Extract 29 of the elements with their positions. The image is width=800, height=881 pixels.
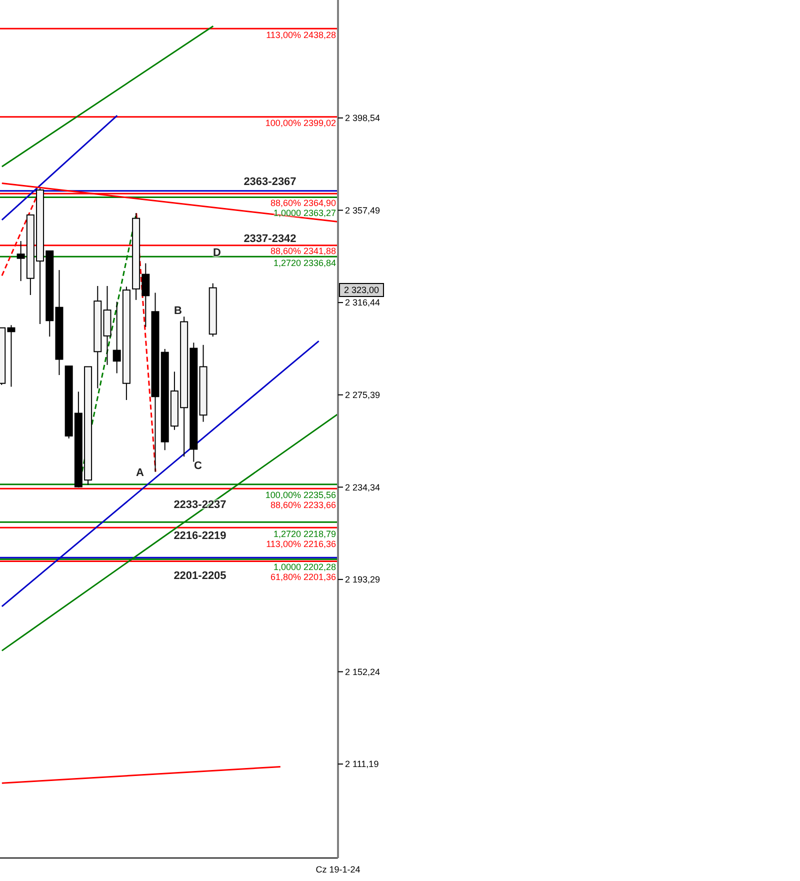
annotation: 2337-2342 bbox=[244, 233, 296, 245]
x-tick-label: Cz 19-1-24 bbox=[316, 864, 360, 874]
text: 2 323,00 bbox=[339, 283, 384, 297]
annotation: D bbox=[213, 247, 221, 259]
annotation: 2201-2205 bbox=[174, 570, 226, 582]
annotation: A bbox=[136, 467, 144, 479]
annotation: B bbox=[174, 305, 182, 317]
ref-line-label: 88,60% 2341,88 bbox=[270, 246, 336, 256]
y-tick-label: 2 234,34 bbox=[345, 482, 380, 492]
ref-line-label: 88,60% 2364,90 bbox=[270, 198, 336, 208]
y-tick-label: 2 398,54 bbox=[345, 113, 380, 124]
ref-line-label: 100,00% 2399,02 bbox=[265, 118, 336, 128]
ref-line-label: 113,00% 2216,36 bbox=[266, 538, 336, 549]
annotation: C bbox=[194, 460, 202, 472]
y-tick-label: 2 193,29 bbox=[345, 574, 380, 585]
y-tick-label: 2 111,19 bbox=[345, 759, 379, 770]
ref-line-label: 61,80% 2201,36 bbox=[270, 572, 336, 582]
annotation: 2363-2367 bbox=[244, 176, 296, 188]
y-tick-label: 2 152,24 bbox=[345, 666, 380, 677]
ref-line-label: 88,60% 2233,66 bbox=[270, 500, 336, 510]
ref-line-label: 1,2720 2218,79 bbox=[273, 528, 336, 539]
ref-line-label: 100,00% 2235,56 bbox=[265, 490, 336, 500]
y-tick-label: 2 357,49 bbox=[345, 205, 380, 216]
ref-line-label: 113,00% 2438,28 bbox=[266, 30, 336, 40]
y-tick-label: 2 316,44 bbox=[345, 298, 380, 308]
annotation: 2216-2219 bbox=[174, 530, 226, 542]
ref-line-label: 1,0000 2202,28 bbox=[273, 562, 336, 572]
ref-line-label: 1,2720 2336,84 bbox=[273, 258, 336, 268]
y-tick-label: 2 275,39 bbox=[345, 390, 380, 400]
